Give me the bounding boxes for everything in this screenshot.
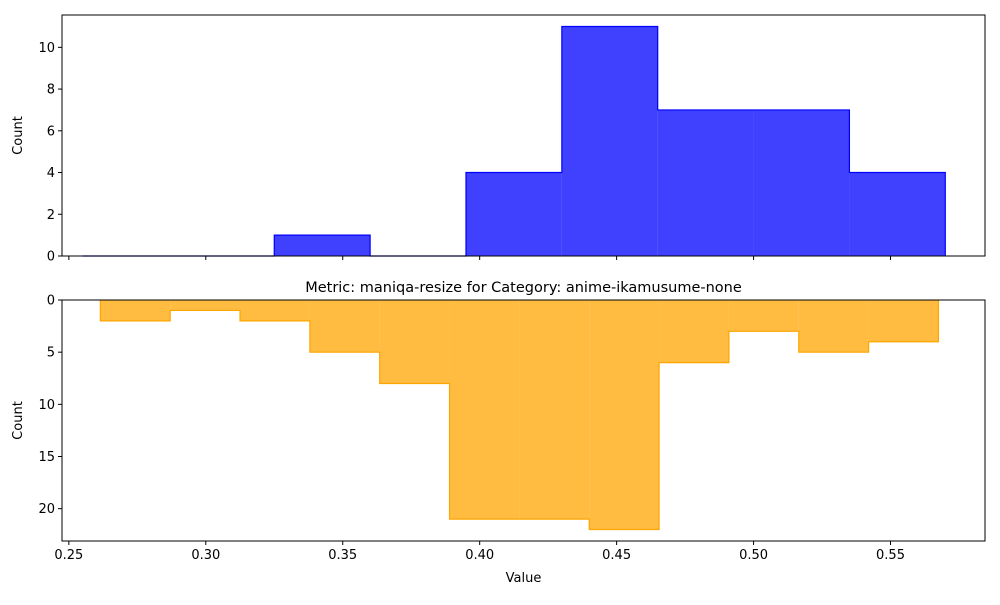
- histogram-bar: [465, 172, 562, 256]
- x-tick-label: 0.55: [876, 548, 905, 563]
- bottom-y-axis-label: Count: [11, 401, 26, 440]
- histogram-bar: [589, 300, 660, 530]
- histogram-bar: [519, 300, 590, 520]
- top-plot-frame: [61, 14, 986, 257]
- histogram-bar: [657, 109, 754, 256]
- bottom-histogram-bars: [99, 300, 940, 531]
- histogram-bar: [753, 109, 850, 256]
- x-tick-label: 0.45: [602, 548, 631, 563]
- top-histogram-panel: 0 2 4 6 8 10 Count: [11, 14, 986, 265]
- histogram-bar: [449, 300, 520, 520]
- y-tick-label: 15: [38, 450, 55, 465]
- x-tick-label: 0.40: [465, 548, 494, 563]
- x-tick-label: 0.35: [328, 548, 357, 563]
- histogram-bar: [728, 300, 799, 332]
- histogram-bar: [659, 300, 729, 363]
- y-tick-label: 6: [47, 124, 55, 139]
- bottom-histogram-panel: 0 5 10 15 20 0.25 0.30 0.35 0.40 0.45 0.50 0.55 Me…: [11, 280, 986, 586]
- histogram-bar: [100, 300, 171, 321]
- histogram-bar: [849, 172, 946, 256]
- y-tick-label: 4: [47, 166, 55, 181]
- y-tick-label: 20: [38, 502, 55, 517]
- histogram-bar: [379, 300, 450, 384]
- histogram-bar: [240, 300, 310, 321]
- x-axis-label: Value: [506, 571, 542, 586]
- x-tick-label: 0.50: [739, 548, 768, 563]
- histogram-bar: [170, 300, 241, 311]
- y-tick-label: 10: [38, 41, 55, 56]
- y-tick-label: 10: [38, 398, 55, 413]
- histogram-bar: [274, 235, 371, 256]
- top-y-axis-ticks: 0 2 4 6 8 10: [38, 41, 62, 265]
- top-x-axis-ticks: [68, 256, 892, 260]
- top-y-axis-label: Count: [11, 116, 26, 155]
- y-tick-label: 5: [47, 346, 55, 361]
- y-tick-label: 2: [47, 208, 55, 223]
- histogram-bar: [309, 300, 380, 353]
- bottom-x-axis-ticks: 0.25 0.30 0.35 0.40 0.45 0.50 0.55: [54, 541, 905, 563]
- y-tick-label: 8: [47, 83, 55, 98]
- histogram-bar: [798, 300, 869, 353]
- x-tick-label: 0.30: [191, 548, 220, 563]
- y-tick-label: 0: [47, 294, 55, 309]
- histogram-step-outline: [99, 300, 940, 531]
- histogram-step-outline: [82, 25, 946, 257]
- bottom-plot-frame: [61, 299, 986, 542]
- top-histogram-bars: [82, 25, 946, 257]
- bottom-y-axis-ticks: 0 5 10 15 20: [38, 294, 62, 517]
- x-tick-label: 0.25: [54, 548, 83, 563]
- histogram-bar: [561, 26, 658, 256]
- y-tick-label: 0: [47, 250, 55, 265]
- chart-title: Metric: maniqa-resize for Category: anim…: [305, 280, 742, 296]
- histogram-bar: [868, 300, 939, 342]
